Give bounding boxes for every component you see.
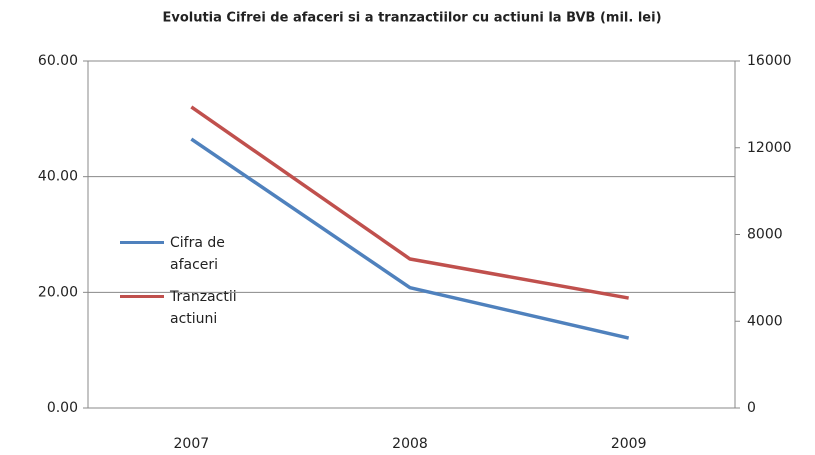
y-tick-label: 40.00 xyxy=(38,169,78,185)
x-tick-label: 2008 xyxy=(392,436,428,452)
legend-label: Cifra de afaceri xyxy=(170,235,225,273)
legend-swatch xyxy=(120,241,164,244)
series-line xyxy=(190,105,629,300)
y2-tick-label: 0 xyxy=(747,400,756,416)
x-tick-label: 2007 xyxy=(174,436,210,452)
y2-tick-label: 4000 xyxy=(747,313,783,329)
y2-tick-label: 12000 xyxy=(747,140,792,156)
y-tick-label: 0.00 xyxy=(47,400,78,416)
y-tick-label: 20.00 xyxy=(38,284,78,300)
legend-entry: Tranzactii actiuni xyxy=(120,286,280,330)
legend-swatch xyxy=(120,295,164,298)
chart-title: Evolutia Cifrei de afaceri si a tranzact… xyxy=(162,11,661,26)
legend-label: Tranzactii actiuni xyxy=(170,289,237,327)
x-tick-label: 2009 xyxy=(611,436,647,452)
legend-entry: Cifra de afaceri xyxy=(120,232,280,276)
y-tick-label: 60.00 xyxy=(38,53,78,69)
series-line xyxy=(190,137,630,340)
y2-tick-label: 8000 xyxy=(747,227,783,243)
legend: Cifra de afaceri Tranzactii actiuni xyxy=(120,232,280,340)
y2-tick-label: 16000 xyxy=(747,53,792,69)
